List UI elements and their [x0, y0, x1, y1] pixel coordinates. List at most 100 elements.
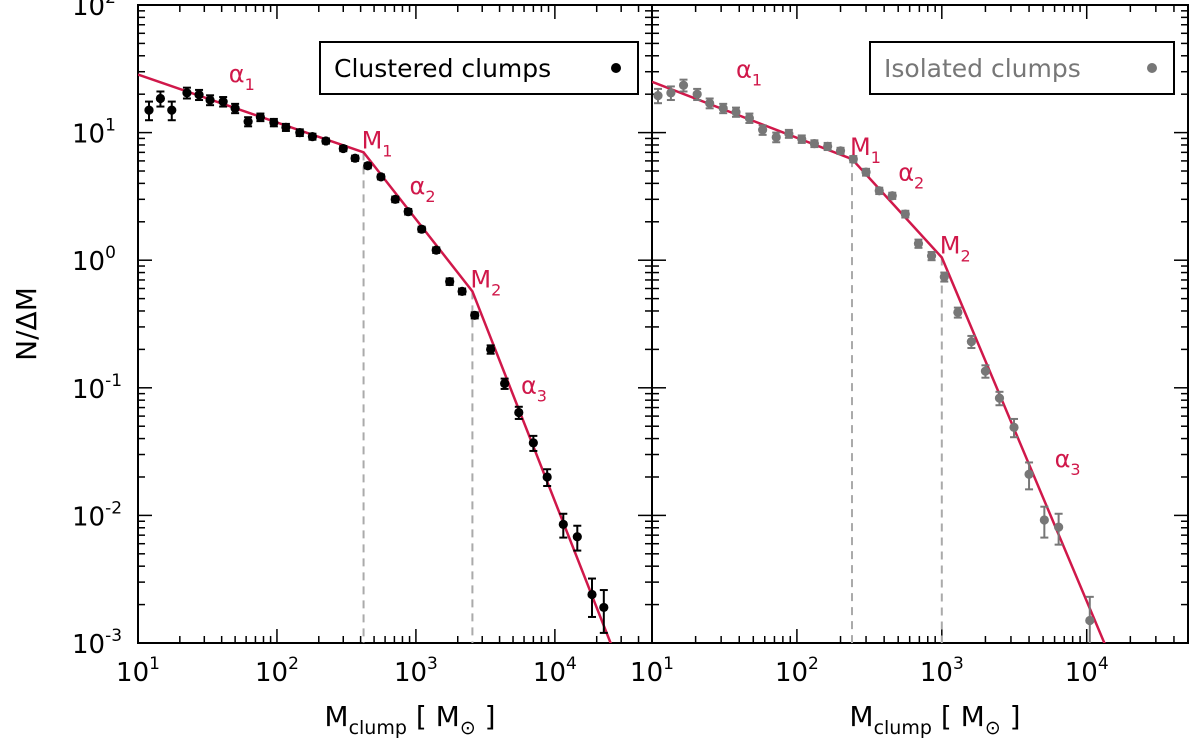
panel-left: 101 102 103 104 10-3 10-2 10-1 100 101 102 N/ΔM Mcl… [10, 0, 653, 739]
x-axis-label: Mclump [ M⊙ ] [324, 700, 495, 739]
legend-label: Clustered clumps [334, 54, 551, 83]
fit-line [652, 80, 1106, 643]
x-tick-label: 102 [775, 654, 819, 688]
data-point [390, 194, 400, 204]
data-point [457, 286, 467, 296]
x-tick-label: 103 [920, 654, 964, 688]
plot-area [652, 78, 1106, 643]
legend-label: Isolated clumps [884, 54, 1081, 83]
data-point [572, 532, 582, 542]
data-point [218, 96, 228, 107]
data-point [338, 143, 348, 154]
data-point [678, 80, 689, 90]
data-point [1054, 522, 1064, 532]
y-tick-label: 10-1 [72, 371, 122, 405]
y-tick-label: 10-2 [72, 498, 122, 532]
data-point [445, 276, 455, 287]
data-point [666, 88, 676, 98]
legend-marker [1147, 63, 1157, 73]
data-point [417, 224, 427, 234]
slope-label: α1 [229, 60, 255, 94]
data-point [281, 122, 291, 132]
data-point [269, 117, 279, 128]
data-point [167, 105, 177, 115]
data-point [144, 105, 154, 115]
data-point [599, 602, 609, 613]
data-point [321, 136, 331, 146]
data-point [718, 103, 728, 113]
slope-label: α3 [1055, 445, 1081, 479]
data-point [980, 366, 991, 376]
data-point [809, 138, 819, 149]
data-point [744, 113, 754, 123]
data-point [403, 207, 413, 217]
y-tick-label: 10-3 [72, 626, 122, 660]
data-point [182, 88, 192, 98]
data-point [307, 132, 318, 142]
data-point [500, 378, 510, 389]
x-tick-label: 103 [394, 654, 438, 688]
data-point [1085, 615, 1095, 626]
data-point [528, 438, 538, 448]
data-point [994, 393, 1005, 403]
data-point [376, 172, 386, 182]
data-point [913, 238, 924, 249]
data-point [587, 589, 597, 600]
break-label: M2 [940, 231, 971, 265]
break-label: M1 [850, 133, 881, 167]
legend-box [869, 41, 1175, 95]
data-point [194, 90, 204, 100]
data-point [692, 89, 702, 99]
data-point [155, 93, 166, 104]
data-point [823, 141, 833, 151]
data-point [861, 167, 871, 177]
x-tick-label: 104 [1065, 654, 1109, 688]
data-point [1039, 515, 1049, 525]
slope-label: α1 [736, 56, 762, 90]
data-point [486, 344, 496, 354]
panel-right: 101 102 103 104 Mclump [ M⊙ ] M1 M2 α1 α2 α3 Isola… [630, 4, 1189, 739]
plot-frame [651, 4, 1189, 644]
data-point [835, 146, 846, 156]
data-point [205, 95, 215, 105]
data-point [230, 103, 240, 113]
data-point [848, 154, 858, 164]
data-point [542, 472, 552, 482]
y-tick-label: 101 [72, 116, 116, 150]
data-point [797, 134, 807, 144]
data-point [771, 132, 781, 142]
data-point [350, 153, 360, 163]
data-point [243, 116, 253, 127]
data-point [1024, 469, 1034, 479]
data-point [887, 191, 897, 201]
data-point [558, 519, 568, 530]
legend-marker [611, 63, 621, 73]
y-axis-label: N/ΔM [10, 287, 43, 361]
y-tick-label: 102 [72, 0, 116, 22]
data-point [363, 161, 373, 171]
x-tick-label: 104 [533, 654, 577, 688]
data-point [784, 129, 794, 139]
break-label: M1 [362, 126, 393, 160]
y-tick-label: 100 [72, 243, 116, 277]
data-point [295, 128, 305, 138]
data-point [966, 337, 976, 347]
data-point [1009, 422, 1019, 432]
data-point [874, 186, 884, 196]
data-point [514, 407, 524, 418]
data-point [758, 125, 768, 135]
data-point [653, 90, 663, 101]
data-point [953, 307, 963, 317]
data-point [470, 310, 480, 320]
data-point [731, 107, 741, 117]
slope-label: α3 [521, 372, 547, 406]
x-tick-label: 101 [116, 654, 160, 688]
slope-label: α2 [898, 159, 924, 193]
data-point [255, 112, 265, 122]
plot-area [138, 73, 612, 643]
slope-label: α2 [410, 172, 436, 206]
data-point [705, 98, 715, 108]
data-point [939, 272, 949, 282]
break-label: M2 [470, 265, 501, 299]
